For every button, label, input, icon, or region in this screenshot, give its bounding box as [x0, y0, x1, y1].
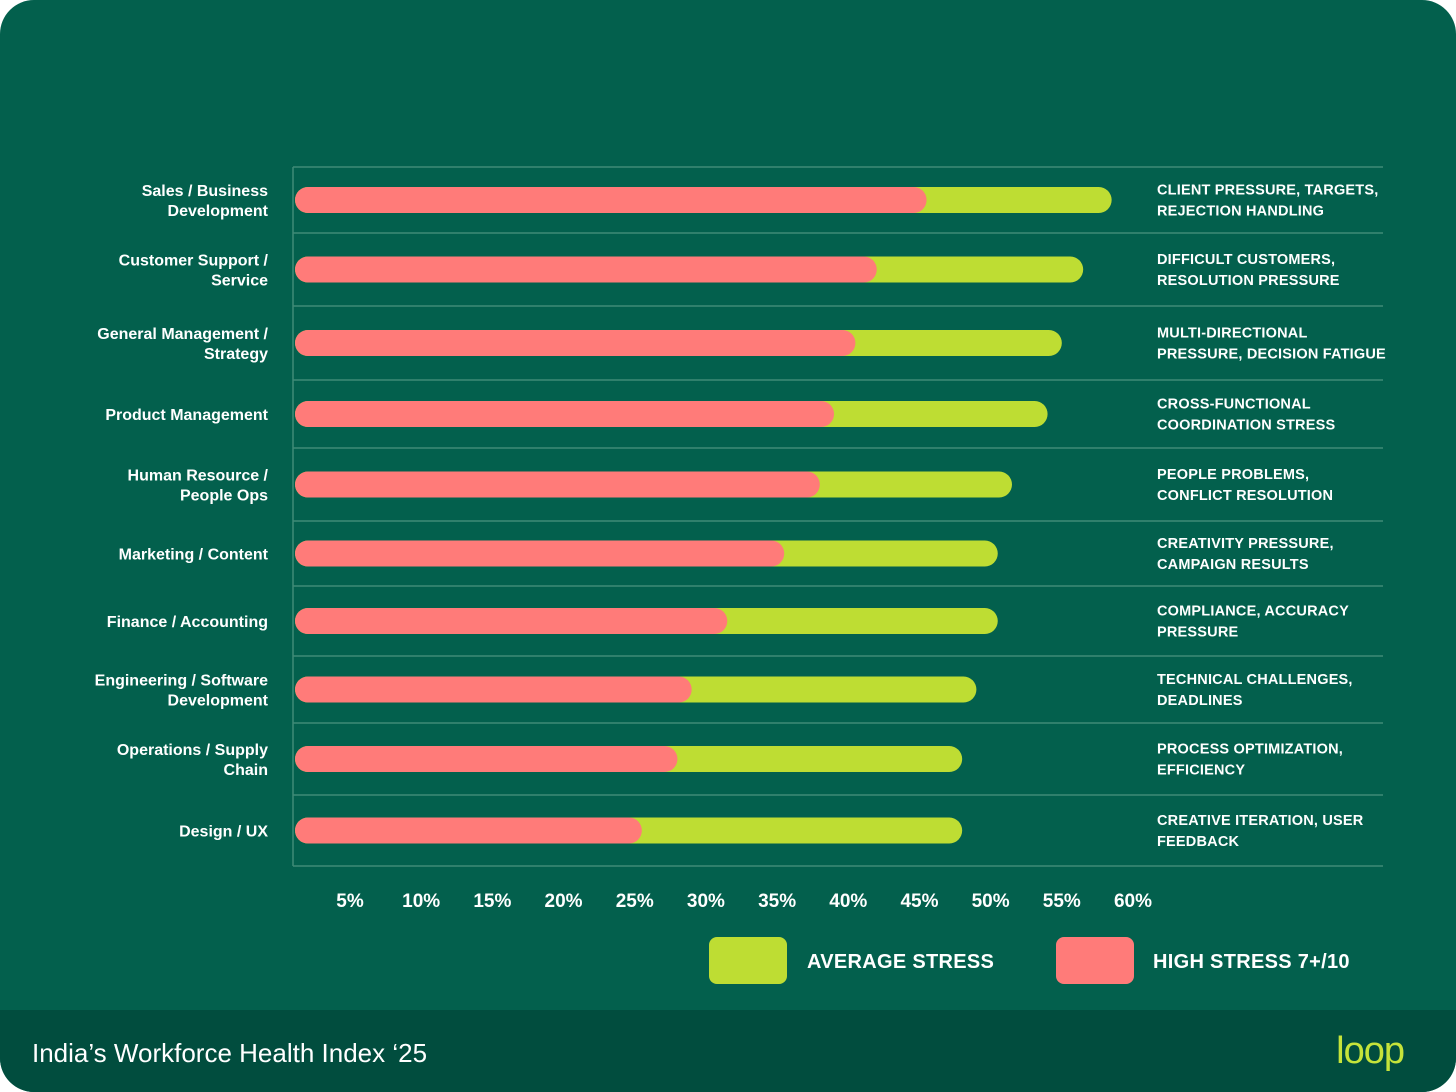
stress-driver-label: CREATIVITY PRESSURE, CAMPAIGN RESULTS [1157, 536, 1334, 573]
bar-high-stress [295, 817, 642, 844]
category-label: Marketing / Content [119, 547, 269, 564]
bar-high-stress [295, 471, 820, 498]
legend-swatch-high [1056, 937, 1134, 984]
category-label: Engineering / Software Development [95, 673, 269, 710]
category-label: Design / UX [179, 824, 268, 841]
stress-driver-label: TECHNICAL CHALLENGES, DEADLINES [1157, 672, 1353, 709]
bar-high-stress [295, 187, 927, 213]
legend-label-high: HIGH STRESS 7+/10 [1153, 951, 1350, 973]
stress-bar-chart: Sales / Business Development CLIENT PRESSU… [95, 166, 1386, 984]
x-tick-label: 10% [402, 891, 440, 912]
x-tick-label: 60% [1114, 891, 1152, 912]
bar-high-stress [295, 256, 877, 283]
category-label: Finance / Accounting [107, 614, 268, 631]
x-tick-label: 25% [616, 891, 654, 912]
bar-high-stress [295, 540, 785, 567]
bar-high-stress [295, 330, 856, 356]
x-tick-label: 20% [545, 891, 583, 912]
stress-driver-label: COMPLIANCE, ACCURACY PRESSURE [1157, 604, 1349, 641]
category-label: Human Resource / People Ops [128, 468, 269, 505]
category-label: General Management / Strategy [97, 326, 268, 363]
legend-swatch-average [709, 937, 787, 984]
x-tick-label: 50% [972, 891, 1010, 912]
stress-driver-label: CREATIVE ITERATION, USER FEEDBACK [1157, 813, 1364, 850]
stress-driver-label: PROCESS OPTIMIZATION, EFFICIENCY [1157, 742, 1343, 779]
stress-driver-label: CROSS-FUNCTIONAL COORDINATION STRESS [1157, 397, 1335, 434]
x-tick-label: 15% [473, 891, 511, 912]
x-tick-label: 40% [829, 891, 867, 912]
stress-driver-label: CLIENT PRESSURE, TARGETS, REJECTION HANDL… [1157, 183, 1378, 220]
bar-high-stress [295, 608, 728, 634]
legend-label-average: AVERAGE STRESS [807, 951, 994, 973]
bar-high-stress [295, 676, 692, 703]
brand-logo: loop [1336, 1030, 1405, 1072]
category-label: Operations / Supply Chain [117, 742, 268, 779]
footer-title: India’s Workforce Health Index ‘25 [32, 1038, 428, 1068]
stress-driver-label: PEOPLE PROBLEMS, CONFLICT RESOLUTION [1157, 467, 1333, 504]
x-tick-label: 30% [687, 891, 725, 912]
x-tick-label: 45% [900, 891, 938, 912]
category-label: Sales / Business Development [142, 183, 269, 220]
bar-high-stress [295, 746, 678, 772]
category-label: Customer Support / Service [119, 253, 269, 290]
x-tick-label: 55% [1043, 891, 1081, 912]
x-tick-label: 5% [336, 891, 364, 912]
stress-driver-label: MULTI-DIRECTIONAL PRESSURE, DECISION FATI… [1157, 326, 1386, 363]
x-tick-label: 35% [758, 891, 796, 912]
footer-bar: India’s Workforce Health Index ‘25 loop [0, 1010, 1456, 1092]
bar-high-stress [295, 401, 835, 427]
stress-driver-label: DIFFICULT CUSTOMERS, RESOLUTION PRESSURE [1157, 252, 1340, 289]
category-label: Product Management [105, 407, 268, 424]
